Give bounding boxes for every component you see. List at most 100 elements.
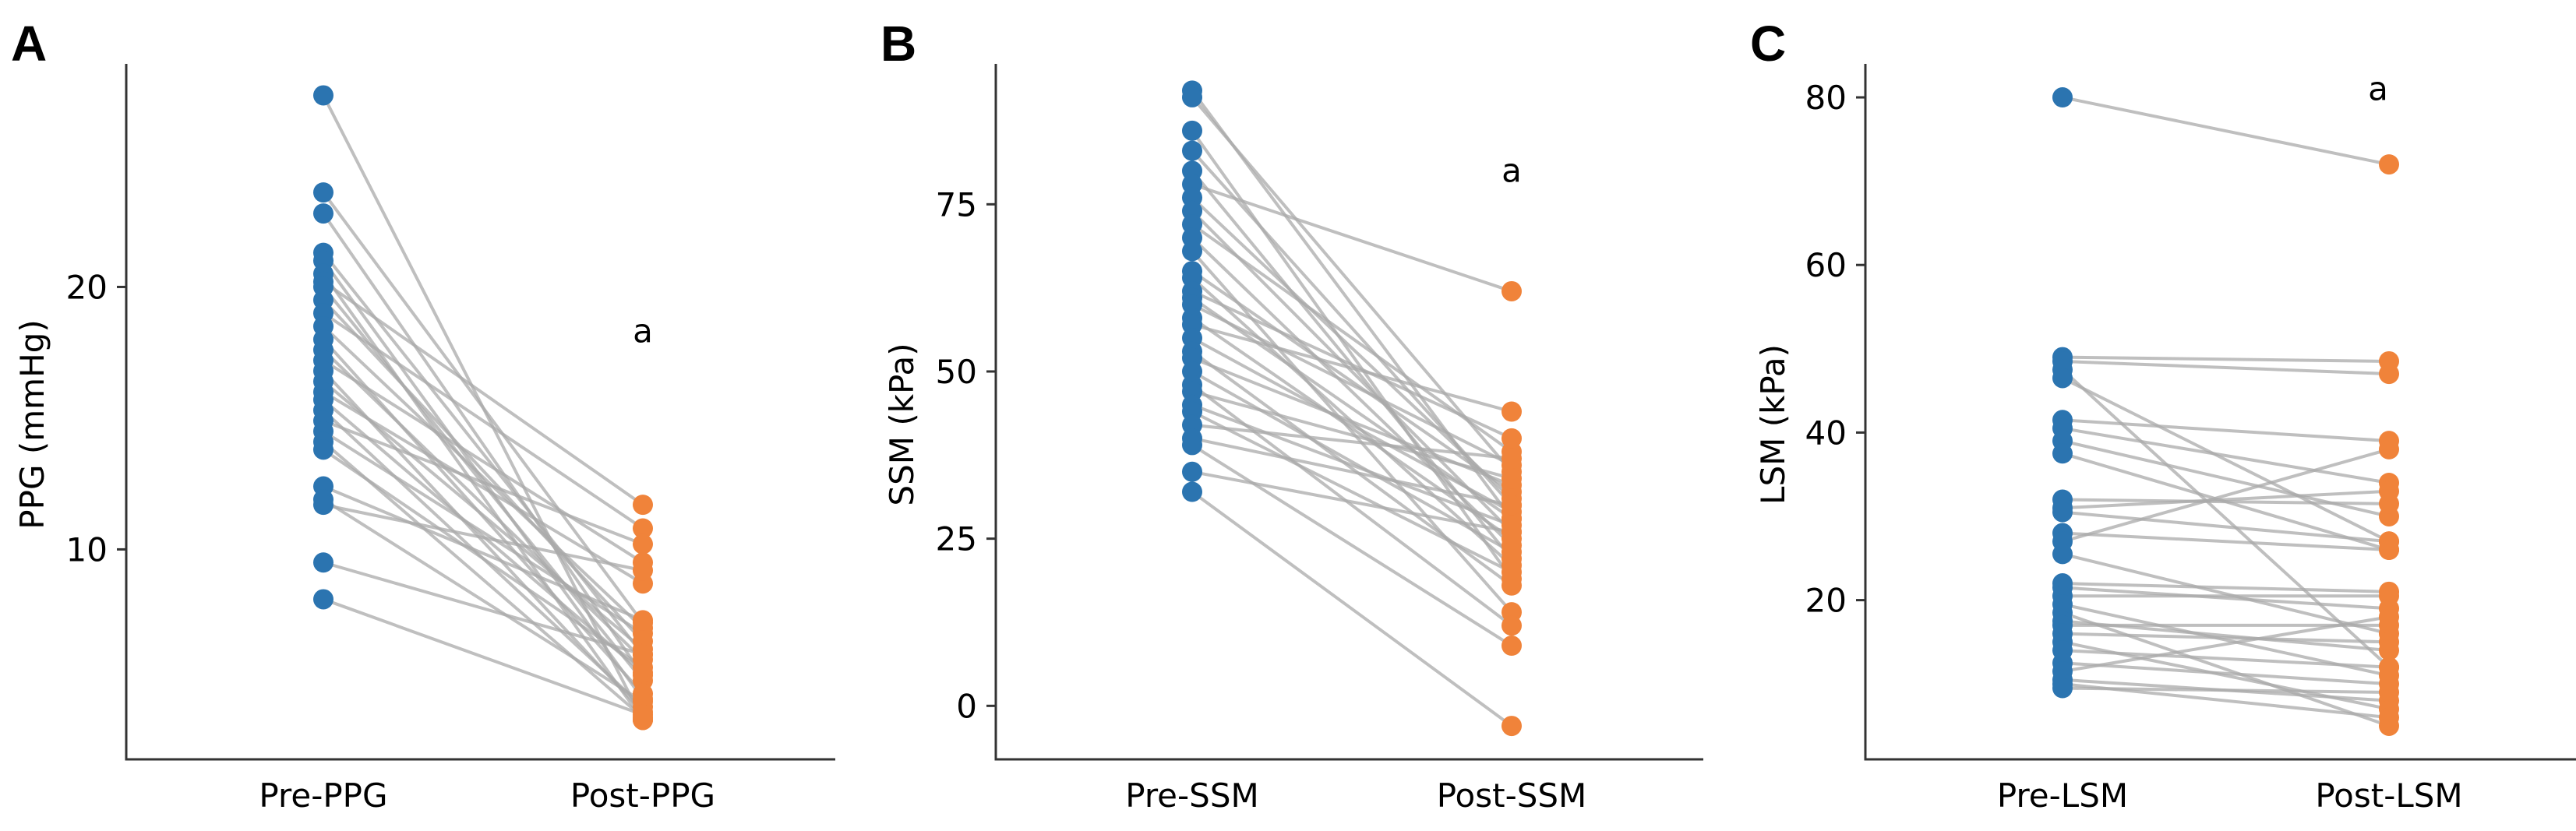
pair-line xyxy=(2062,611,2390,727)
pair-line xyxy=(1191,182,1512,293)
x-tick-label-pre: Pre-SSM xyxy=(1125,776,1259,815)
y-tick-label: 20 xyxy=(1805,582,1847,620)
pre-point xyxy=(1182,461,1202,482)
post-point xyxy=(1501,428,1522,449)
pair-line xyxy=(323,484,644,622)
pair-line xyxy=(322,380,644,651)
panel-a: A PPG (mmHg) Pre-PPG Post-PPG a 10 20 xyxy=(11,16,835,815)
pair-line xyxy=(1191,269,1513,494)
pair-line xyxy=(1191,443,1513,647)
data-points xyxy=(1182,80,1522,737)
panel-letter: C xyxy=(1750,16,1786,72)
post-point xyxy=(2379,632,2399,653)
pre-point xyxy=(1182,435,1202,456)
pair-line xyxy=(1191,196,1513,500)
pair-line xyxy=(322,212,644,677)
y-tick-label: 60 xyxy=(1805,246,1847,284)
y-tick-label: 0 xyxy=(956,687,977,725)
post-point xyxy=(633,560,653,581)
y-tick-label: 75 xyxy=(936,185,977,224)
paired-lines xyxy=(2061,96,2391,727)
panel-letter: B xyxy=(880,16,916,72)
post-point xyxy=(1501,280,1522,301)
pair-line xyxy=(1191,290,1512,440)
pair-line xyxy=(1191,389,1512,481)
pair-line xyxy=(1191,410,1512,574)
pair-line xyxy=(1191,470,1512,534)
pre-point xyxy=(1182,481,1202,502)
post-point xyxy=(2379,707,2399,728)
post-point xyxy=(1501,716,1522,737)
pre-point xyxy=(2052,502,2073,523)
pair-line xyxy=(1191,96,1513,474)
y-axis-label: SSM (kPa) xyxy=(883,343,921,505)
post-point xyxy=(633,533,653,555)
post-point xyxy=(2379,586,2399,607)
pre-point xyxy=(2052,678,2073,699)
pair-line xyxy=(322,390,644,585)
post-point xyxy=(2379,540,2399,561)
pair-line xyxy=(2062,661,2390,686)
post-point xyxy=(1501,495,1522,516)
paired-lines xyxy=(322,94,644,721)
pair-line xyxy=(2062,615,2390,674)
axes xyxy=(994,64,1703,761)
pair-line xyxy=(1191,303,1512,467)
panel-b: B SSM (kPa) Pre-SSM Post-SSM a 0 25 50 75 xyxy=(880,16,1703,815)
post-point xyxy=(2379,681,2399,702)
axes xyxy=(125,64,835,761)
pair-line xyxy=(322,430,644,635)
pair-line xyxy=(2062,510,2390,544)
pair-line xyxy=(2062,427,2390,484)
pair-line xyxy=(2062,96,2390,167)
pre-point xyxy=(313,495,333,516)
x-tick-label-pre: Pre-PPG xyxy=(259,776,387,815)
y-axis-label: LSM (kPa) xyxy=(1754,344,1792,505)
pair-line xyxy=(323,597,644,717)
pair-line xyxy=(1191,423,1512,460)
post-point xyxy=(1501,522,1522,543)
pair-line xyxy=(322,359,644,564)
y-tick-label: 80 xyxy=(1805,79,1847,117)
pair-line xyxy=(2062,489,2390,510)
significance-annotation: a xyxy=(633,312,653,350)
pair-line xyxy=(1191,316,1513,541)
pair-line xyxy=(1191,250,1513,614)
y-ticks: 20 40 60 80 xyxy=(1805,79,1865,620)
x-tick-label-post: Post-LSM xyxy=(2315,776,2462,815)
pair-line xyxy=(1191,336,1512,514)
pre-point xyxy=(2052,87,2073,108)
post-point xyxy=(633,644,653,665)
pair-line xyxy=(2062,582,2390,593)
pair-line xyxy=(1191,129,1513,580)
post-point xyxy=(633,495,653,516)
y-tick-label: 20 xyxy=(66,268,108,306)
pair-line xyxy=(1191,322,1512,414)
pair-line xyxy=(2062,418,2390,443)
pair-line xyxy=(323,503,644,572)
pair-line xyxy=(1191,490,1513,727)
pair-line xyxy=(2062,355,2390,363)
post-point xyxy=(1501,615,1522,636)
pre-point xyxy=(313,182,333,203)
pair-line xyxy=(1191,210,1513,533)
pre-point xyxy=(2052,544,2073,565)
post-point xyxy=(2379,438,2399,460)
pre-point xyxy=(313,203,333,224)
panel-letter: A xyxy=(11,16,47,72)
pair-line xyxy=(322,312,644,530)
panel-c: C LSM (kPa) Pre-LSM Post-LSM a 20 40 60 80 xyxy=(1750,16,2576,815)
pre-point xyxy=(1182,140,1202,161)
post-point xyxy=(2379,657,2399,678)
post-point xyxy=(1501,401,1522,422)
y-axis-label: PPG (mmHg) xyxy=(13,319,51,529)
pre-point xyxy=(1182,241,1202,262)
pre-point xyxy=(2052,443,2073,464)
y-tick-label: 10 xyxy=(66,530,108,569)
pre-point xyxy=(1182,120,1202,141)
pair-line xyxy=(2062,632,2390,644)
data-points xyxy=(2052,87,2399,736)
pair-line xyxy=(2061,368,2391,669)
y-tick-label: 50 xyxy=(936,353,977,391)
pre-point xyxy=(313,552,333,573)
